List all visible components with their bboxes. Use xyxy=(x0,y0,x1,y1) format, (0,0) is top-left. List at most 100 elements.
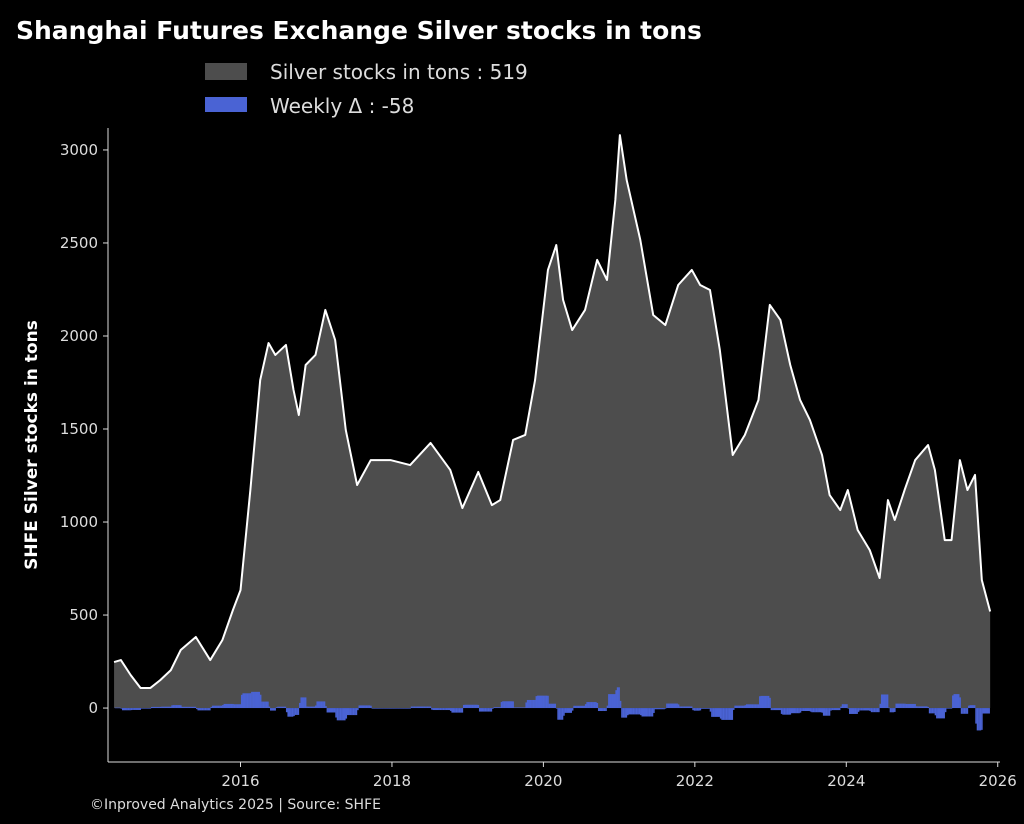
delta-bar xyxy=(682,706,684,709)
delta-bar xyxy=(956,694,959,709)
delta-bar xyxy=(824,708,826,716)
delta-bar xyxy=(338,708,340,721)
delta-bar xyxy=(606,705,609,709)
delta-bar xyxy=(821,708,824,713)
delta-bar xyxy=(400,708,403,709)
delta-bar xyxy=(597,708,600,712)
delta-bar xyxy=(484,708,487,712)
delta-bar xyxy=(509,701,512,709)
delta-bar xyxy=(895,703,898,709)
delta-bar xyxy=(358,705,361,709)
delta-bar xyxy=(647,708,649,717)
delta-bar xyxy=(116,707,118,709)
delta-bar xyxy=(493,707,496,709)
delta-bar xyxy=(657,708,660,710)
delta-bar xyxy=(613,694,616,709)
delta-bar xyxy=(525,702,527,709)
delta-bar xyxy=(902,703,905,709)
delta-bar xyxy=(638,708,641,715)
delta-bar xyxy=(566,708,568,713)
delta-bar xyxy=(439,708,442,711)
delta-bar xyxy=(362,705,365,709)
delta-bar xyxy=(300,697,303,709)
delta-bar xyxy=(683,706,686,709)
delta-bar xyxy=(409,708,411,709)
delta-bar xyxy=(229,703,231,709)
delta-bar xyxy=(419,706,422,709)
delta-bar xyxy=(462,704,465,709)
delta-bar xyxy=(120,708,123,709)
delta-bar xyxy=(876,708,879,713)
y-tick-label: 0 xyxy=(88,699,98,717)
delta-bar xyxy=(835,708,838,711)
delta-bar xyxy=(153,706,156,709)
delta-bar xyxy=(581,705,584,709)
delta-bar xyxy=(332,708,334,713)
delta-bar xyxy=(711,708,713,717)
delta-bar xyxy=(766,695,768,709)
delta-bar xyxy=(264,701,266,709)
delta-bar xyxy=(291,708,294,717)
delta-bar xyxy=(947,708,950,709)
delta-bar xyxy=(954,694,957,709)
delta-bar xyxy=(428,706,430,709)
delta-bar xyxy=(972,705,974,709)
delta-bar xyxy=(619,700,622,709)
delta-bar xyxy=(139,708,141,710)
delta-bar xyxy=(869,708,871,711)
delta-bar xyxy=(492,708,494,709)
delta-bar xyxy=(969,705,972,709)
delta-bar xyxy=(194,706,197,709)
delta-bar xyxy=(724,708,726,720)
delta-bar xyxy=(612,694,615,709)
delta-bar xyxy=(642,708,645,717)
delta-bar xyxy=(394,708,397,709)
delta-bar xyxy=(705,708,707,709)
delta-bar xyxy=(145,708,147,709)
delta-bar xyxy=(206,708,208,711)
delta-bar xyxy=(333,708,336,713)
delta-bar xyxy=(914,703,916,709)
delta-bar xyxy=(804,708,806,712)
delta-bar xyxy=(656,708,658,710)
delta-bar xyxy=(629,708,632,715)
delta-bar xyxy=(448,708,451,711)
delta-bar xyxy=(669,703,671,709)
delta-bar xyxy=(568,708,571,713)
delta-bar xyxy=(496,707,498,709)
delta-bar xyxy=(413,706,416,709)
delta-bar xyxy=(785,708,787,715)
delta-bar xyxy=(503,701,506,709)
delta-bar xyxy=(898,703,900,709)
delta-bar xyxy=(467,704,469,709)
delta-bar xyxy=(634,708,636,715)
delta-bar xyxy=(272,708,275,711)
delta-bar xyxy=(306,706,308,709)
delta-bar xyxy=(698,708,700,711)
delta-bar xyxy=(175,705,178,709)
delta-bar xyxy=(760,695,763,709)
delta-bar xyxy=(217,705,220,709)
delta-bar xyxy=(378,708,381,709)
legend-label-delta: Weekly Δ : -58 xyxy=(270,94,414,118)
delta-bar xyxy=(249,693,252,709)
delta-bar xyxy=(731,708,734,720)
delta-bar xyxy=(944,708,947,713)
delta-bar xyxy=(544,695,546,709)
delta-bar xyxy=(357,708,359,711)
delta-bar xyxy=(609,694,612,709)
delta-bar xyxy=(554,703,557,709)
delta-bar xyxy=(699,708,702,711)
delta-bar xyxy=(779,708,781,711)
delta-bar xyxy=(660,708,662,710)
delta-bar xyxy=(599,708,602,712)
delta-bar xyxy=(521,707,523,709)
y-tick-label: 500 xyxy=(69,606,98,624)
delta-bar xyxy=(589,702,591,709)
delta-bar xyxy=(930,708,932,714)
delta-bar xyxy=(143,708,146,709)
delta-bar xyxy=(552,703,555,709)
delta-bar xyxy=(325,706,327,709)
delta-bar xyxy=(550,703,552,709)
legend-swatch-stocks xyxy=(205,63,247,80)
